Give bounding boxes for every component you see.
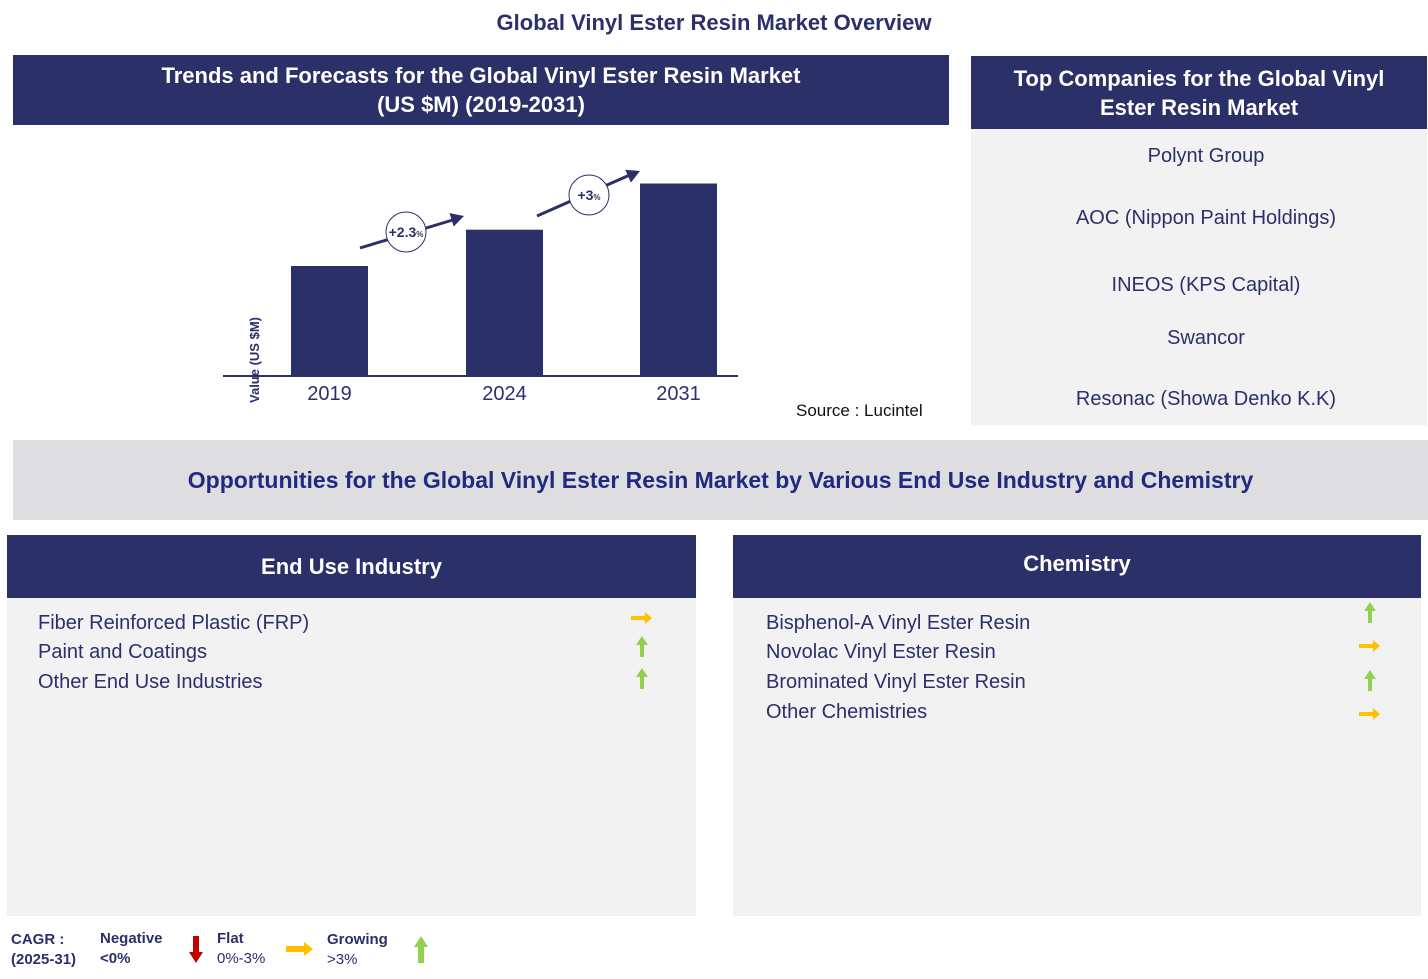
trend-growing-icon	[635, 636, 649, 663]
cagr-label: +3%	[577, 187, 600, 203]
legend-cagr: CAGR :	[11, 931, 65, 948]
company-item: Swancor	[1167, 327, 1245, 349]
trend-growing-icon	[635, 668, 649, 695]
list-item: Fiber Reinforced Plastic (FRP)	[38, 612, 310, 634]
x-tick-label: 2031	[656, 383, 701, 405]
arrow-head-icon	[625, 169, 640, 183]
legend: CAGR : (2025-31) Negative <0% Flat 0%-3%…	[0, 928, 450, 978]
legend-growing: Growing	[327, 931, 388, 948]
source-label: Source : Lucintel	[796, 401, 923, 420]
companies-title-line1: Top Companies for the Global Vinyl	[1013, 65, 1385, 91]
arrow-up-green-icon	[414, 936, 428, 963]
opportunities-banner: Opportunities for the Global Vinyl Ester…	[13, 440, 1428, 520]
arrow-down-red-icon	[189, 936, 203, 963]
company-item: Polynt Group	[1147, 145, 1265, 167]
list-item: Bisphenol-A Vinyl Ester Resin	[766, 612, 1031, 634]
trend-growing-icon	[1363, 670, 1377, 697]
companies-header: Top Companies for the Global Vinyl Ester…	[971, 56, 1427, 129]
x-tick-label: 2024	[482, 383, 527, 405]
legend-flat-range: 0%-3%	[217, 950, 266, 967]
trend-flat-icon	[1359, 639, 1381, 658]
legend-growing-range: >3%	[327, 951, 358, 968]
company-item: INEOS (KPS Capital)	[1111, 274, 1301, 296]
end-use-panel	[7, 598, 696, 916]
trend-growing-icon	[1363, 602, 1377, 629]
y-axis-label: Value (US $M)	[247, 317, 262, 403]
cagr-bubble	[385, 211, 427, 253]
bar-2019	[291, 266, 368, 376]
page-title: Global Vinyl Ester Resin Market Overview	[496, 10, 932, 35]
companies-panel	[971, 129, 1427, 425]
legend-negative-range: <0%	[100, 950, 131, 967]
arrow-right-yellow-icon	[286, 942, 313, 956]
end-use-header: End Use Industry	[7, 535, 696, 598]
list-item: Other End Use Industries	[38, 671, 263, 693]
trends-title-line2: (US $M) (2019-2031)	[377, 92, 585, 117]
legend-period: (2025-31)	[11, 951, 77, 968]
trend-flat-icon	[631, 611, 653, 630]
chemistry-title: Chemistry	[1023, 551, 1131, 576]
opportunities-title: Opportunities for the Global Vinyl Ester…	[187, 466, 1254, 493]
bar-2024	[466, 229, 543, 376]
x-tick-label: 2019	[307, 383, 352, 405]
legend-flat: Flat	[217, 930, 244, 947]
arrow-head-icon	[449, 213, 464, 227]
company-item: Resonac (Showa Denko K.K)	[1075, 388, 1337, 410]
company-item: AOC (Nippon Paint Holdings)	[1075, 207, 1337, 229]
legend-negative: Negative	[100, 930, 163, 947]
cagr-bubble	[568, 174, 610, 216]
cagr-label: +2.3%	[389, 224, 424, 240]
list-item: Novolac Vinyl Ester Resin	[766, 641, 996, 663]
companies-title-line2: Ester Resin Market	[1099, 94, 1299, 120]
list-item: Brominated Vinyl Ester Resin	[766, 671, 1026, 693]
chemistry-panel	[733, 598, 1421, 916]
list-item: Other Chemistries	[766, 701, 928, 723]
trends-header: Trends and Forecasts for the Global Viny…	[13, 55, 949, 125]
bar-chart: Value (US $M) 2019 2024 2031 +2.3% +3%	[223, 169, 738, 405]
trends-title-line1: Trends and Forecasts for the Global Viny…	[161, 63, 801, 88]
bar-2031	[640, 183, 717, 376]
trend-flat-icon	[1359, 707, 1381, 726]
end-use-title: End Use Industry	[261, 554, 442, 579]
chemistry-header: Chemistry	[733, 535, 1421, 598]
list-item: Paint and Coatings	[38, 641, 208, 663]
